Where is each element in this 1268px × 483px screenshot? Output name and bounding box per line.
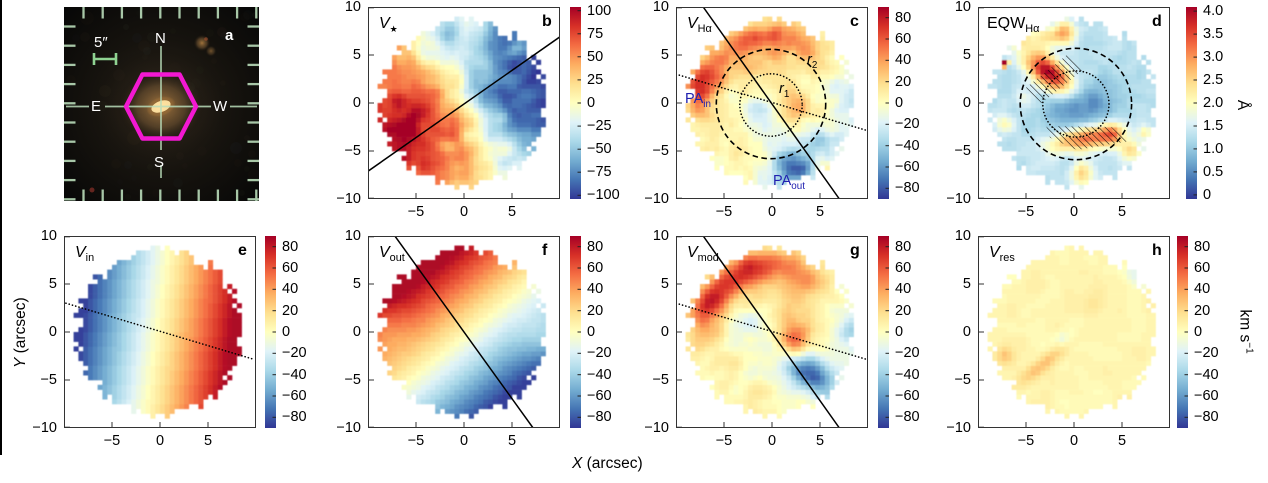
svg-text:E: E: [91, 98, 101, 115]
svg-text:N: N: [155, 30, 166, 47]
svg-text:W: W: [213, 98, 228, 115]
svg-text:5″: 5″: [94, 34, 108, 51]
svg-text:S: S: [154, 154, 164, 171]
svg-text:a: a: [225, 27, 234, 44]
